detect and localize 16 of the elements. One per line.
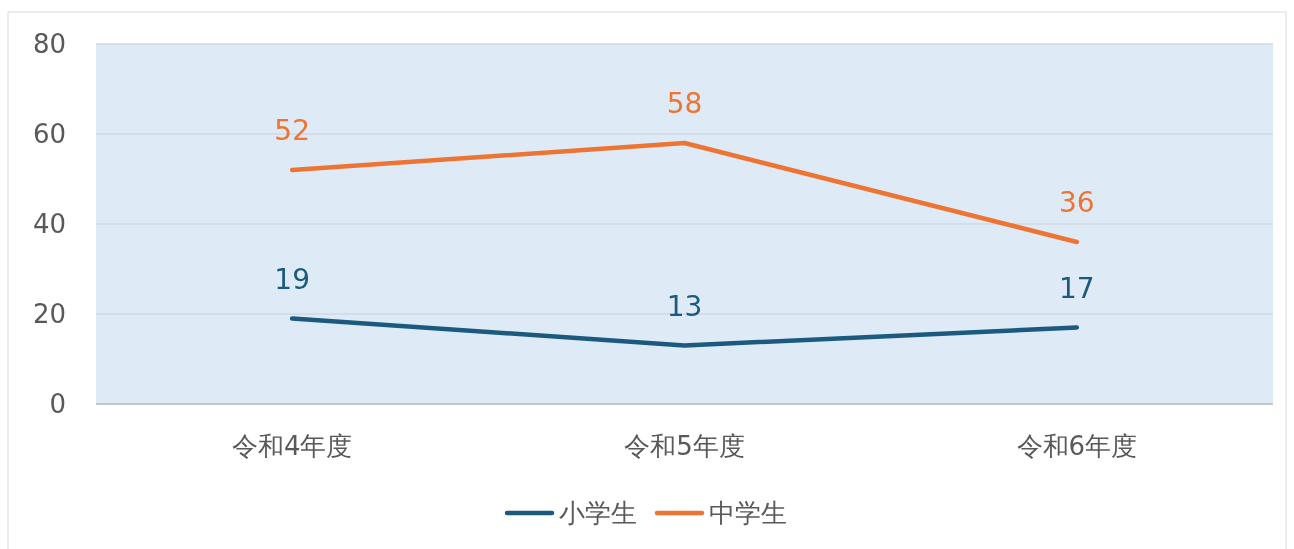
y-tick-label: 0 <box>49 389 66 420</box>
x-tick-label: 令和5年度 <box>624 431 745 462</box>
y-tick-label: 80 <box>32 29 66 60</box>
y-tick-label: 60 <box>32 119 66 150</box>
y-tick-label: 40 <box>32 209 66 240</box>
legend-label: 中学生 <box>709 498 787 529</box>
data-label: 13 <box>666 289 703 323</box>
data-label: 19 <box>274 262 310 296</box>
data-label: 52 <box>274 114 310 147</box>
data-label: 58 <box>666 87 703 120</box>
y-tick-label: 20 <box>32 299 66 330</box>
x-tick-label: 令和4年度 <box>231 431 353 462</box>
x-tick-label: 令和6年度 <box>1016 431 1138 462</box>
data-label: 36 <box>1059 186 1095 219</box>
legend-label: 小学生 <box>559 498 637 529</box>
data-label: 17 <box>1059 271 1095 305</box>
